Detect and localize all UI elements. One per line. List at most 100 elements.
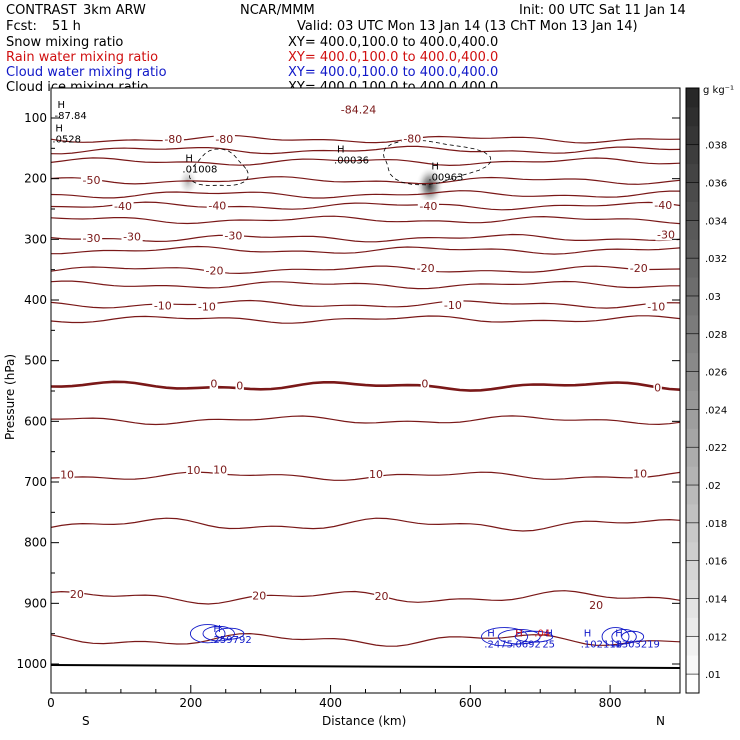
- colorbar-segment-28: [686, 144, 699, 165]
- contour-label-28: 10: [633, 468, 647, 481]
- colorbar-segment-30: [686, 106, 699, 127]
- forecast-value: 51 h: [52, 19, 81, 34]
- center-label: NCAR/MMM: [240, 3, 315, 18]
- field-xy-1: XY= 400.0,100.0 to 400.0,400.0: [288, 50, 498, 65]
- rain-max-marker: H: [515, 629, 523, 640]
- contour-label-21: 0: [236, 380, 243, 393]
- contour-label-25: 10: [187, 464, 201, 477]
- contour-label-bg-28: [632, 467, 648, 480]
- contour-label-bg-32: [588, 599, 604, 612]
- colorbar-label-2: .014: [705, 594, 727, 605]
- maxima-label-layer: H-87.84H.0528H.01008H.00036H.00963H.2597…: [52, 100, 660, 650]
- contour-label-bg-8: [652, 198, 674, 211]
- isotherm--5: [51, 315, 680, 324]
- y-tick-label-2: 300: [24, 232, 47, 246]
- isotherm--20: [51, 265, 680, 275]
- colorbar-label-5: .02: [705, 481, 721, 492]
- contour-label-bg-6: [206, 199, 228, 212]
- isotherm--35: [51, 215, 680, 225]
- cloud-ice-outline-1: [382, 139, 492, 186]
- colorbar-segment-4: [686, 598, 699, 618]
- contour-label-bg-18: [442, 298, 464, 311]
- cloud-water-cell-2-2: [621, 630, 645, 643]
- colorbar-label-6: .022: [705, 443, 727, 454]
- colorbar-segment-9: [686, 503, 699, 524]
- max-marker-1: H: [55, 123, 63, 134]
- contour-label-10: -30: [123, 230, 141, 243]
- colorbar-label-3: .016: [705, 557, 727, 568]
- contour-label-15: -20: [630, 262, 648, 275]
- contour-label-3: -80: [403, 133, 421, 146]
- contour-label-bg-25: [186, 463, 201, 476]
- contour-label-22: 0: [421, 378, 428, 391]
- contour-label-5: -40: [114, 200, 132, 213]
- colorbar-label-4: .018: [705, 519, 727, 530]
- colorbar-label-13: .036: [705, 179, 727, 190]
- colorbar-segment-17: [686, 352, 699, 373]
- max-marker-2: H: [185, 154, 193, 165]
- x-tick-label-1: 200: [179, 696, 202, 710]
- contour-label-11: -30: [224, 230, 242, 243]
- colorbar-label-0: .01: [705, 670, 721, 681]
- contour-label-20: 0: [210, 378, 217, 391]
- init-time: Init: 00 UTC Sat 11 Jan 14: [519, 3, 686, 18]
- contour-label-bg-27: [368, 468, 384, 481]
- contour-label-bg-5: [112, 199, 134, 212]
- contour-label-bg-11: [222, 229, 245, 242]
- cloud-ice-layer: [188, 139, 492, 186]
- contour-label-4: -50: [83, 174, 101, 187]
- isotherm-5: [51, 415, 680, 426]
- colorbar-segment-6: [686, 560, 699, 581]
- max-label-4: .00963: [428, 172, 463, 183]
- x-tick-label-4: 800: [599, 696, 622, 710]
- contour-label-24: 10: [60, 469, 74, 482]
- project-title: CONTRAST: [6, 3, 77, 18]
- y-tick-label-4: 500: [24, 354, 47, 368]
- contour-label-30: 20: [252, 589, 266, 602]
- colorbar: .01 .012 .014 .016 .018 .02 .022 .024 .026 .028 .0…: [685, 87, 727, 694]
- contour-label-16: -10: [154, 299, 172, 312]
- cloud-water-cell-2-1: [611, 628, 637, 645]
- contour-label-23: 0: [654, 381, 661, 394]
- cloud-ice-outline-0: [188, 148, 249, 186]
- colorbar-frame: [685, 87, 700, 694]
- colorbar-label-8: .026: [705, 368, 727, 379]
- x-tick-label-2: 400: [319, 696, 342, 710]
- contour-label-bg-12: [655, 228, 677, 241]
- contour-label-bg-26: [212, 463, 228, 476]
- colorbar-segment-10: [686, 485, 699, 505]
- colorbar-segment-14: [686, 409, 699, 429]
- contour-label-13: -20: [206, 264, 224, 277]
- isotherm--80: [51, 134, 680, 144]
- contour-label-7: -40: [419, 200, 437, 213]
- colorbar-segment-19: [686, 314, 699, 335]
- isotherm--15: [51, 280, 680, 290]
- contour-label-bg-31: [374, 590, 389, 603]
- x-tick-label-0: 0: [47, 696, 55, 710]
- forecast-label: Fcst:: [6, 19, 37, 34]
- max-marker-0: H: [57, 100, 65, 111]
- colorbar-segment-1: [686, 655, 699, 675]
- contour-label-bg-19: [645, 300, 667, 313]
- colorbar-segment-15: [686, 390, 699, 410]
- y-tick-label-6: 700: [24, 475, 47, 489]
- contour-label-32: 20: [589, 599, 603, 612]
- colorbar-segment-0: [686, 674, 699, 694]
- isotherm-25: [51, 632, 680, 647]
- colorbar-label-14: .038: [705, 141, 727, 152]
- contour-label-27: 10: [369, 468, 383, 481]
- contour-label-bg-0: [338, 103, 379, 116]
- colorbar-segment-27: [686, 163, 699, 184]
- max-label-3: .00036: [334, 156, 369, 167]
- contour-label-bg-4: [80, 173, 103, 186]
- y-tick-label-5: 600: [24, 414, 47, 428]
- isotherm--45: [51, 190, 680, 199]
- colorbar-segment-25: [686, 201, 699, 221]
- contour-label-8: -40: [654, 199, 672, 212]
- colorbar-segment-21: [686, 277, 699, 297]
- contour-label-bg-2: [213, 133, 235, 146]
- contour-label-bg-1: [162, 133, 184, 146]
- field-name-1: Rain water mixing ratio: [6, 50, 158, 65]
- contour-label-2: -80: [215, 133, 233, 146]
